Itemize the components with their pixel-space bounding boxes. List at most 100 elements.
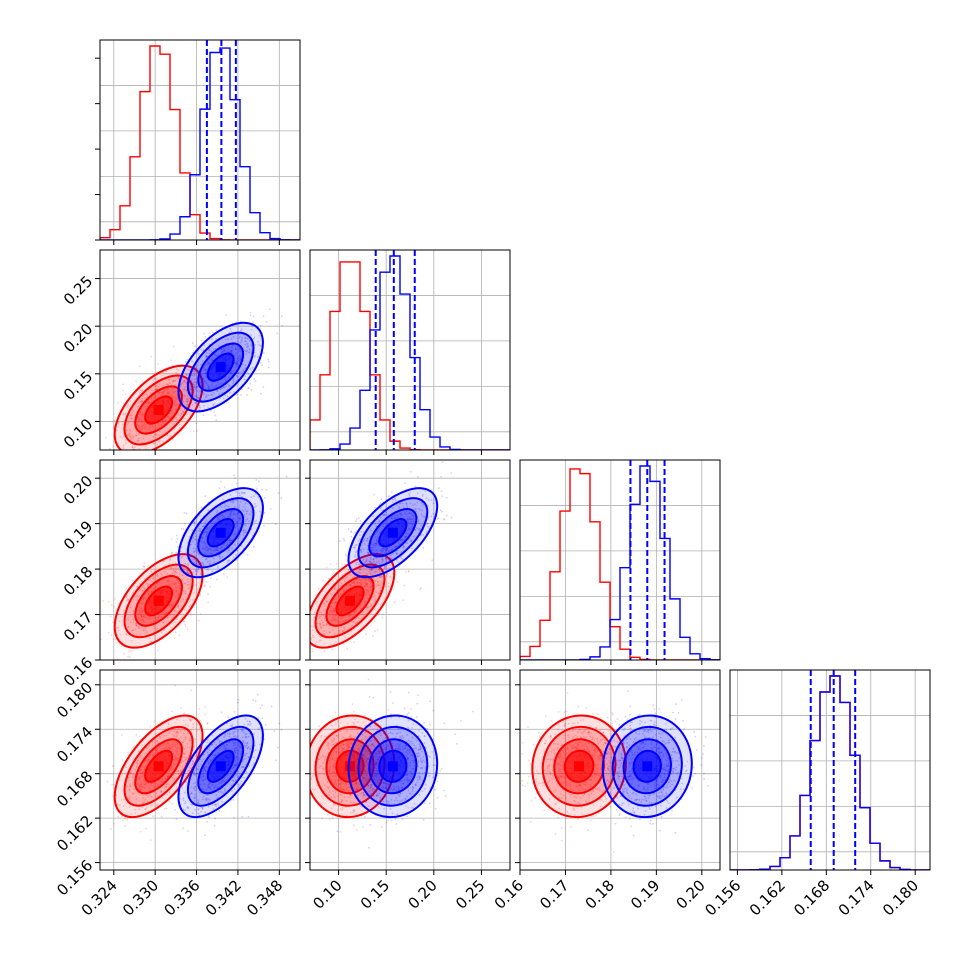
scatter-point-2-0-1-76 (245, 512, 248, 515)
scatter-point-2-0-0-74 (170, 603, 173, 606)
scatter-point-2-1-0-98 (342, 616, 345, 618)
scatter-point-2-0-0-226 (94, 642, 96, 644)
scatter-point-2-0-0-592 (184, 581, 187, 584)
scatter-point-1-0-1-261 (238, 333, 241, 336)
scatter-point-1-0-0-161 (180, 412, 183, 415)
scatter-point-3-0-0-542 (121, 815, 123, 818)
scatter-point-2-0-0-508 (132, 610, 135, 613)
scatter-point-2-1-1-398 (391, 552, 394, 555)
scatter-point-2-0-0-384 (184, 551, 187, 554)
scatter-point-1-0-1-438 (227, 346, 230, 348)
scatter-point-1-0-0-154 (137, 432, 140, 435)
scatter-point-2-1-1-576 (372, 548, 375, 551)
scatter-point-1-0-0-534 (159, 430, 161, 433)
scatter-point-2-0-0-103 (183, 620, 185, 623)
scatter-point-2-0-1-88 (237, 517, 240, 520)
scatter-point-2-1-0-181 (369, 579, 371, 582)
scatter-point-2-0-0-52 (174, 570, 177, 572)
scatter-point-3-0-0-109 (140, 783, 143, 786)
scatter-point-2-1-0-358 (329, 610, 331, 613)
scatter-point-1-0-1-135 (238, 347, 241, 350)
scatter-point-1-0-0-75 (124, 393, 127, 396)
scatter-point-2-1-0-576 (337, 632, 340, 635)
scatter-point-1-0-1-49 (194, 345, 196, 348)
scatter-point-2-1-1-554 (383, 567, 386, 570)
scatter-point-3-0-0-362 (139, 784, 141, 787)
scatter-point-2-0-0-35 (202, 561, 205, 564)
scatter-point-2-1-0-327 (392, 588, 395, 591)
scatter-point-1-0-0-628 (184, 386, 186, 388)
scatter-point-2-1-0-0 (345, 584, 348, 587)
scatter-point-2-0-0-115 (153, 587, 155, 590)
scatter-point-2-1-0-144 (363, 600, 366, 603)
contour-2-1-series-0-2 (325, 575, 375, 627)
scatter-point-1-0-1-276 (198, 397, 200, 400)
scatter-point-1-0-0-577 (154, 385, 157, 388)
scatter-point-2-0-1-521 (199, 528, 202, 531)
scatter-point-1-0-1-639 (194, 367, 197, 369)
scatter-point-2-1-0-180 (379, 575, 381, 578)
scatter-point-2-1-1-212 (400, 538, 403, 541)
scatter-point-2-1-0-476 (360, 583, 363, 586)
scatter-point-2-1-1-167 (355, 520, 357, 523)
scatter-point-3-0-1-43 (182, 797, 185, 800)
scatter-point-2-0-1-572 (229, 513, 232, 515)
scatter-point-2-0-0-98 (177, 594, 180, 596)
scatter-point-2-1-0-404 (342, 590, 345, 593)
scatter-point-3-0-1-19 (192, 787, 195, 790)
scatter-point-1-0-1-274 (212, 392, 215, 395)
scatter-point-3-0-0-277 (190, 689, 192, 692)
scatter-point-2-0-1-492 (233, 477, 236, 480)
scatter-point-2-1-0-157 (331, 616, 334, 619)
scatter-point-2-1-1-246 (405, 532, 407, 535)
scatter-point-3-0-0-454 (176, 731, 179, 734)
scatter-point-2-0-1-285 (280, 497, 283, 500)
scatter-point-1-0-1-357 (194, 370, 197, 373)
scatter-point-2-0-0-471 (162, 560, 165, 563)
scatter-point-2-1-0-353 (360, 617, 363, 620)
panel-frame-2-1 (309, 459, 511, 661)
scatter-point-3-0-1-105 (172, 783, 175, 785)
scatter-point-2-1-0-590 (359, 604, 361, 607)
scatter-point-2-1-0-331 (323, 604, 326, 607)
scatter-point-1-0-0-470 (193, 381, 196, 383)
scatter-point-2-0-0-392 (181, 574, 184, 577)
scatter-point-2-0-0-616 (187, 563, 189, 566)
scatter-point-2-0-0-468 (107, 631, 110, 634)
scatter-point-2-0-0-336 (147, 583, 149, 586)
scatter-point-2-1-1-461 (383, 565, 386, 568)
scatter-point-2-0-0-128 (140, 615, 143, 617)
scatter-point-3-0-1-184 (195, 772, 198, 775)
scatter-point-3-0-1-102 (233, 731, 236, 733)
scatter-point-1-0-1-487 (180, 405, 183, 408)
scatter-point-2-0-0-548 (183, 620, 186, 623)
scatter-point-2-0-0-158 (153, 635, 156, 638)
scatter-point-2-1-1-269 (407, 524, 409, 527)
scatter-point-2-0-0-219 (156, 583, 159, 585)
scatter-point-1-0-0-101 (175, 397, 177, 400)
scatter-point-2-1-1-236 (407, 529, 410, 532)
scatter-point-1-0-1-548 (201, 390, 203, 393)
scatter-point-1-0-1-243 (189, 366, 191, 369)
scatter-point-1-0-1-610 (173, 403, 176, 406)
scatter-point-2-0-0-573 (169, 584, 172, 587)
scatter-point-2-1-1-93 (385, 558, 387, 561)
scatter-point-2-1-1-174 (405, 510, 408, 513)
scatter-point-2-0-0-43 (166, 611, 169, 613)
scatter-point-3-0-0-163 (169, 746, 172, 749)
scatter-point-3-0-1-216 (253, 733, 256, 735)
scatter-point-1-0-0-492 (185, 388, 188, 391)
scatter-point-1-0-1-184 (228, 350, 231, 353)
scatter-point-3-0-1-50 (196, 772, 199, 775)
scatter-point-1-0-1-56 (162, 402, 165, 404)
scatter-point-2-0-1-5 (206, 568, 209, 571)
scatter-point-3-0-0-18 (179, 764, 181, 767)
scatter-point-2-0-1-282 (229, 541, 232, 544)
scatter-point-2-0-1-399 (184, 522, 186, 525)
scatter-point-1-0-1-176 (171, 404, 173, 407)
scatter-point-2-1-1-155 (367, 578, 370, 581)
scatter-point-2-0-0-473 (152, 577, 155, 580)
scatter-point-1-0-1-516 (230, 337, 233, 340)
scatter-point-1-0-1-401 (257, 356, 259, 358)
scatter-point-1-0-0-117 (136, 439, 139, 442)
